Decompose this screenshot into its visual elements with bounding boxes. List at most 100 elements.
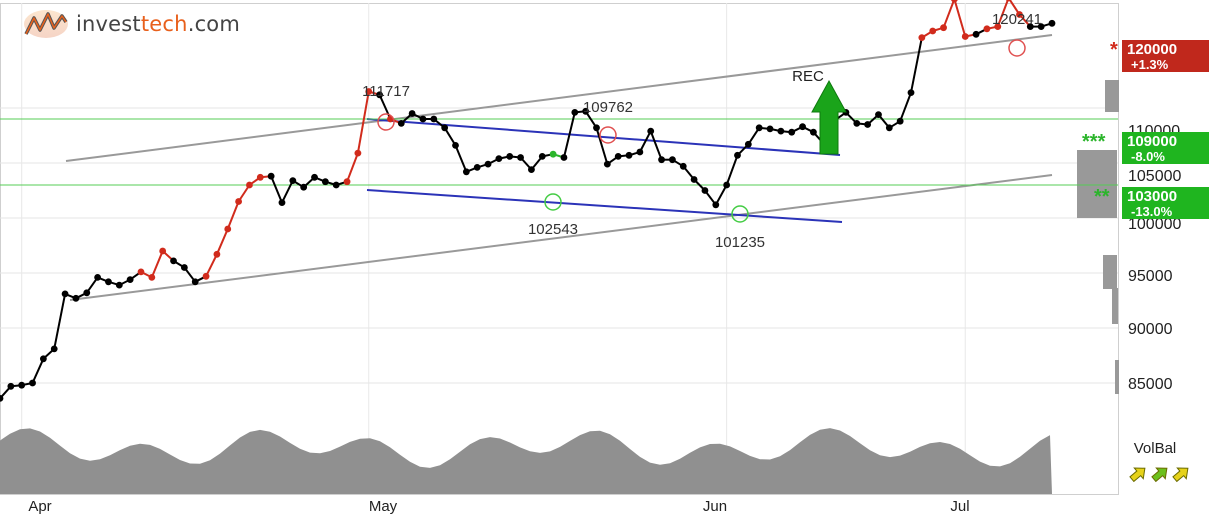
- price-point: [636, 148, 644, 156]
- volbal-label: VolBal: [1134, 440, 1177, 457]
- price-point: [419, 115, 427, 123]
- price-point: [658, 156, 665, 164]
- price-point: [864, 121, 872, 128]
- price-point: [777, 127, 785, 135]
- price-point: [875, 111, 882, 118]
- price-point: [571, 109, 579, 116]
- price-point: [148, 274, 156, 281]
- level-value: 109000: [1127, 133, 1177, 150]
- price-point: [679, 162, 687, 170]
- extreme-marker: [599, 126, 617, 144]
- price-point: [1016, 11, 1023, 18]
- price-point: [300, 183, 308, 191]
- price-segment: [899, 92, 912, 122]
- level-box: [1122, 132, 1209, 164]
- price-point: [180, 264, 188, 271]
- price-point: [517, 154, 524, 161]
- price-point: [235, 198, 242, 205]
- price-point: [29, 379, 36, 387]
- price-point: [495, 155, 503, 163]
- price-segment: [443, 127, 457, 146]
- price-point: [506, 153, 514, 160]
- price-segment: [226, 201, 240, 230]
- price-point: [994, 23, 1002, 30]
- price-point: [907, 89, 915, 96]
- price-point: [83, 289, 91, 297]
- level-stars: ***: [1082, 131, 1106, 153]
- y-tick-label: 105000: [1128, 168, 1181, 185]
- price-point: [224, 225, 232, 233]
- price-point: [582, 107, 590, 115]
- price-point: [170, 257, 177, 265]
- price-point: [246, 181, 253, 189]
- price-segment: [910, 37, 923, 93]
- y-tick-label: 95000: [1128, 268, 1173, 285]
- price-point: [723, 181, 731, 189]
- price-point: [853, 120, 861, 127]
- price-point: [918, 34, 926, 41]
- price-point: [7, 382, 15, 390]
- extreme-label: 102543: [528, 221, 578, 238]
- extreme-marker: [731, 205, 749, 223]
- x-tick-label: Apr: [28, 498, 51, 515]
- price-point: [332, 181, 340, 189]
- price-point: [365, 88, 373, 95]
- price-point: [810, 128, 817, 136]
- volume-at-price-bar: [1115, 360, 1119, 394]
- price-point: [940, 24, 947, 32]
- price-point: [538, 153, 546, 160]
- price-point: [105, 278, 112, 286]
- x-tick-label: May: [369, 498, 398, 515]
- price-point: [473, 164, 481, 171]
- price-point: [929, 27, 937, 35]
- price-point: [462, 168, 470, 176]
- price-point: [72, 294, 80, 302]
- logo-text-accent: tech: [140, 12, 188, 36]
- volbal-arrow-icon: [1151, 467, 1168, 483]
- price-segment: [714, 184, 728, 206]
- price-point: [1005, 0, 1012, 2]
- logo-text-prefix: invest: [76, 12, 141, 36]
- price-point: [213, 250, 221, 258]
- price-segment: [953, 0, 967, 37]
- extreme-label: 109762: [583, 99, 633, 116]
- level-change: -13.0%: [1131, 204, 1173, 219]
- level-change: +1.3%: [1131, 57, 1169, 72]
- price-point: [799, 123, 806, 131]
- extreme-label: 120241: [992, 11, 1042, 28]
- price-point: [755, 124, 763, 132]
- channel-lower-line: [366, 189, 843, 223]
- price-segment: [346, 152, 359, 183]
- price-point: [983, 25, 991, 33]
- price-point: [115, 281, 123, 289]
- price-point: [137, 268, 145, 276]
- investtech-logo[interactable]: investtech.com: [22, 8, 240, 40]
- price-segment: [281, 180, 294, 204]
- price-segment: [205, 253, 218, 277]
- price-point: [885, 124, 893, 132]
- volbal-arrow-shape: [1129, 467, 1146, 483]
- y-tick-label: 90000: [1128, 321, 1173, 338]
- price-point: [528, 166, 535, 174]
- price-point: [278, 199, 286, 207]
- price-point: [961, 33, 969, 40]
- logo-text-suffix: .com: [187, 12, 241, 36]
- volbal-arrow-icon: [1129, 467, 1146, 483]
- level-change: -8.0%: [1131, 149, 1165, 164]
- price-segment: [31, 358, 45, 384]
- level-stars: *: [1110, 39, 1118, 61]
- price-point: [376, 91, 383, 99]
- price-point: [614, 153, 622, 160]
- price-segment: [215, 228, 229, 255]
- price-point: [896, 117, 904, 125]
- price-point: [593, 124, 600, 132]
- volume-at-price-bar: [1103, 255, 1117, 289]
- price-segment: [725, 154, 739, 186]
- price-point: [560, 154, 568, 161]
- price-segment: [942, 0, 956, 29]
- extreme-marker: [544, 193, 562, 211]
- price-point: [267, 172, 275, 180]
- price-point: [549, 150, 557, 158]
